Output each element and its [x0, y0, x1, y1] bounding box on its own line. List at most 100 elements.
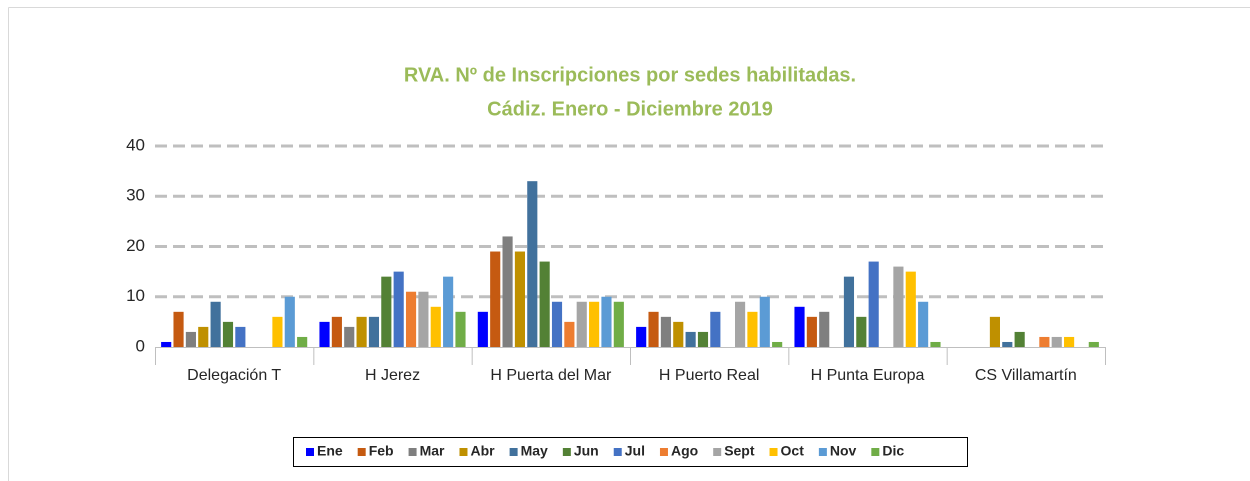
bar — [806, 316, 817, 347]
x-tick-label: CS Villamartín — [975, 367, 1077, 384]
bar — [660, 316, 671, 347]
bar — [344, 326, 355, 347]
bar — [843, 276, 855, 347]
bar — [673, 321, 684, 347]
bar — [173, 311, 184, 347]
y-tick-label: 20 — [126, 236, 145, 255]
bar — [418, 291, 429, 347]
bar — [490, 251, 501, 347]
legend-swatch — [818, 448, 827, 456]
bar — [710, 311, 721, 347]
bar — [735, 301, 746, 347]
bar — [685, 331, 696, 347]
bar — [222, 321, 234, 347]
bar — [868, 261, 879, 347]
x-tick-label: Delegación T — [187, 367, 281, 384]
legend-label: Jul — [625, 443, 645, 459]
legend-swatch — [562, 448, 571, 456]
bar — [989, 316, 1000, 347]
y-tick-label: 10 — [126, 286, 145, 305]
bar — [576, 301, 587, 347]
bar — [502, 236, 513, 347]
bar — [527, 181, 538, 347]
bar — [393, 271, 404, 347]
bar — [319, 321, 330, 347]
bar — [284, 296, 295, 347]
bar — [331, 316, 342, 347]
legend-label: Oct — [781, 443, 805, 459]
legend-box — [293, 437, 968, 467]
bar — [636, 326, 647, 347]
bar — [918, 301, 929, 347]
bar — [601, 296, 612, 347]
bar — [856, 316, 867, 347]
legend-label: Sept — [724, 443, 755, 459]
bar — [772, 341, 783, 347]
bar — [747, 311, 758, 347]
legend-label: Jun — [574, 443, 599, 459]
legend-label: Feb — [369, 443, 394, 459]
bar — [819, 311, 830, 347]
legend-label: Ago — [671, 443, 698, 459]
bar — [648, 311, 659, 347]
bar — [1014, 331, 1025, 347]
bar — [405, 291, 417, 347]
x-tick-label: H Punta Europa — [811, 367, 925, 384]
bar — [161, 341, 172, 347]
bar — [210, 301, 221, 347]
bar — [272, 316, 283, 347]
legend-swatch — [408, 448, 417, 456]
bar — [930, 341, 941, 347]
legend-label: Ene — [317, 443, 343, 459]
bar — [356, 316, 367, 347]
bar — [564, 321, 575, 347]
chart-title: RVA. Nº de Inscripciones por sedes habil… — [404, 64, 856, 86]
bar — [1088, 341, 1099, 347]
bar — [381, 276, 392, 347]
bar — [893, 266, 904, 347]
legend-swatch — [659, 448, 668, 456]
legend-swatch — [713, 448, 722, 456]
bar — [759, 296, 770, 347]
bar — [235, 326, 246, 347]
bar — [551, 301, 563, 347]
legend-swatch — [306, 448, 314, 456]
bar — [430, 306, 441, 347]
bar — [443, 276, 454, 347]
bar — [185, 331, 196, 347]
bar — [1002, 341, 1013, 347]
bar — [697, 331, 709, 347]
legend-swatch — [769, 448, 778, 456]
bar — [368, 316, 380, 347]
bar — [455, 311, 466, 347]
legend-swatch — [459, 448, 468, 456]
legend-label: Mar — [420, 443, 445, 459]
y-tick-label: 40 — [126, 135, 145, 154]
y-tick-label: 0 — [136, 336, 145, 355]
bar — [1051, 336, 1062, 347]
bar — [514, 251, 525, 347]
legend-swatch — [613, 448, 622, 456]
bar — [198, 326, 209, 347]
legend-label: May — [521, 443, 548, 459]
bar — [1064, 336, 1075, 347]
legend-label: Dic — [882, 443, 904, 459]
x-tick-label: H Jerez — [365, 367, 420, 384]
bar — [1039, 336, 1050, 347]
legend-swatch — [509, 448, 518, 456]
bar — [539, 261, 550, 347]
bar — [477, 311, 488, 347]
legend-label: Nov — [830, 443, 857, 459]
x-tick-label: H Puerta del Mar — [490, 367, 612, 384]
x-tick-label: H Puerto Real — [659, 367, 760, 384]
bar — [905, 271, 916, 347]
y-tick-label: 30 — [126, 186, 145, 205]
legend-swatch — [871, 448, 880, 456]
bar — [297, 336, 308, 347]
bar — [794, 306, 805, 347]
bar — [613, 301, 624, 347]
bar — [589, 301, 600, 347]
legend-swatch — [357, 448, 366, 456]
chart-title: Cádiz. Enero - Diciembre 2019 — [487, 98, 773, 120]
